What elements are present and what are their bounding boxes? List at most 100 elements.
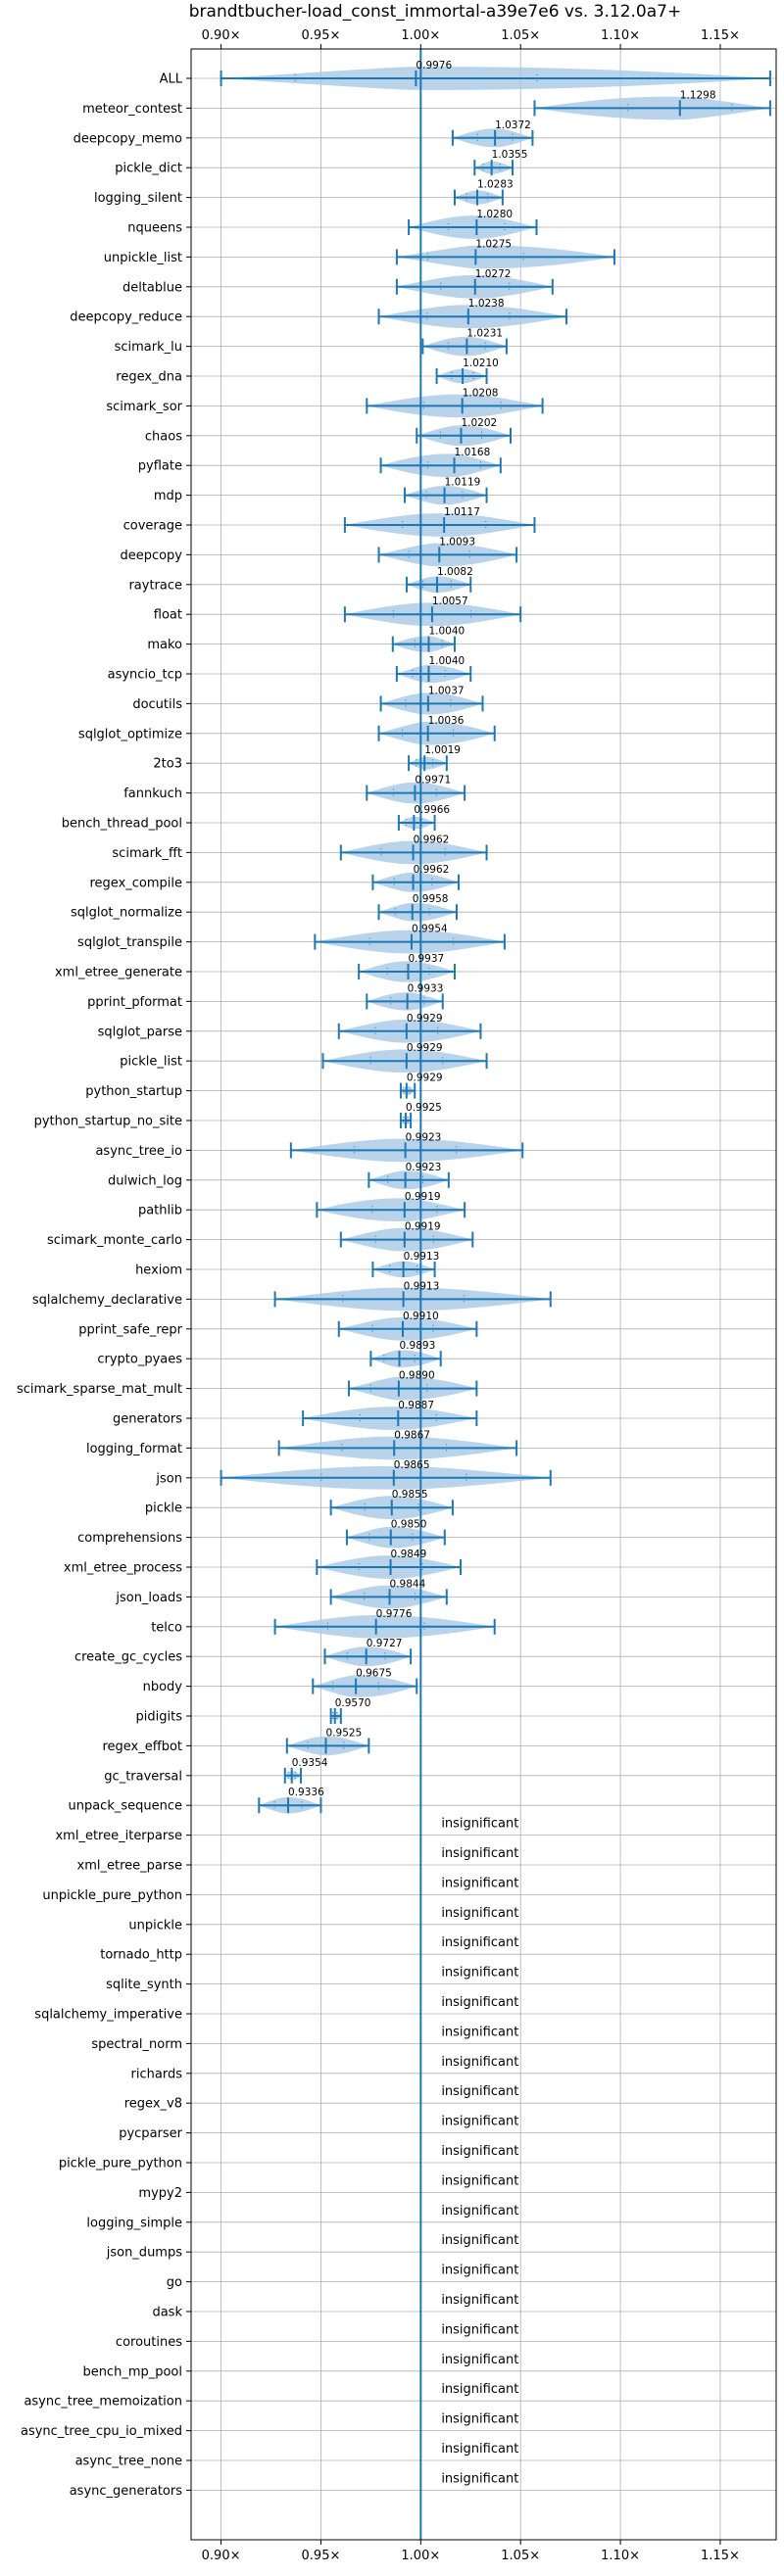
benchmark-name: async_tree_io — [95, 1144, 182, 1159]
x-tick-label-top: 0.95× — [302, 28, 341, 43]
labels: 0.9976 1.1298 1.0372 1.0355 1.0283 1.0280 1.02… — [288, 60, 716, 2486]
benchmark-name: pyflate — [138, 459, 182, 474]
mean-value-label: 1.0037 — [428, 685, 465, 696]
benchmark-name: xml_etree_iterparse — [55, 1829, 182, 1843]
mean-value-label: 1.0210 — [463, 358, 499, 369]
plot-frame — [190, 48, 777, 2541]
mean-value-label: 0.9776 — [376, 1608, 413, 1620]
mean-value-label: 0.9919 — [405, 1221, 441, 1233]
x-tick-label-top: 1.15× — [701, 28, 740, 43]
benchmark-name: telco — [151, 1620, 182, 1635]
benchmark-name: regex_compile — [89, 876, 182, 890]
mean-value-label: 0.9919 — [405, 1191, 441, 1203]
insignificant-label: insignificant — [441, 1817, 518, 1832]
benchmark-name: mako — [147, 638, 182, 652]
insignificant-label: insignificant — [441, 2442, 518, 2457]
benchmark-name: asyncio_tcp — [108, 668, 182, 683]
mean-value-label: 0.9962 — [414, 834, 450, 845]
mean-value-label: 0.9893 — [400, 1340, 436, 1352]
mean-value-label: 1.0093 — [439, 536, 475, 548]
benchmark-name: pycparser — [119, 2126, 182, 2141]
benchmark-name: xml_etree_process — [64, 1561, 182, 1576]
insignificant-label: insignificant — [441, 2322, 518, 2337]
benchmark-name: coroutines — [116, 2335, 182, 2350]
insignificant-label: insignificant — [441, 2204, 518, 2218]
mean-value-label: 0.9849 — [391, 1549, 427, 1560]
mean-value-label: 1.0372 — [495, 119, 531, 131]
benchmark-name: tornado_http — [100, 1948, 182, 1963]
benchmark-name: scimark_sor — [106, 400, 182, 414]
insignificant-label: insignificant — [441, 1966, 518, 1980]
benchmark-name: pathlib — [138, 1204, 182, 1218]
mean-value-label: 0.9929 — [407, 1073, 443, 1084]
mean-value-label: 1.0117 — [444, 506, 480, 518]
benchmark-name: sqlalchemy_declarative — [32, 1293, 182, 1308]
benchmark-name: coverage — [123, 519, 182, 534]
benchmark-name: json — [155, 1471, 182, 1486]
insignificant-label: insignificant — [441, 2412, 518, 2427]
benchmark-name: pidigits — [136, 1710, 183, 1725]
benchmark-name: hexiom — [135, 1264, 182, 1278]
benchmark-name: json_dumps — [106, 2246, 182, 2261]
insignificant-label: insignificant — [441, 2115, 518, 2129]
insignificant-label: insignificant — [441, 2353, 518, 2367]
mean-value-label: 0.9958 — [413, 893, 449, 905]
mean-value-label: 0.9923 — [406, 1162, 442, 1173]
mean-value-label: 1.0272 — [475, 268, 512, 280]
mean-value-label: 0.9336 — [288, 1787, 324, 1798]
mean-value-label: 1.0040 — [428, 655, 465, 667]
insignificant-label: insignificant — [441, 2144, 518, 2159]
insignificant-label: insignificant — [441, 1846, 518, 1861]
benchmark-name: generators — [113, 1412, 182, 1427]
benchmark-name: regex_dna — [116, 370, 182, 385]
benchmark-name: scimark_fft — [112, 846, 182, 861]
x-tick-label-bottom: 0.90× — [202, 2549, 241, 2563]
benchmark-name: logging_silent — [94, 191, 182, 206]
axis-ticks: 0.90× 0.90× 0.95× 0.95× 1.00× 1.00× 1.05× 1.05×… — [17, 28, 740, 2563]
x-tick-label-bottom: 1.00× — [401, 2549, 440, 2563]
mean-value-label: 1.0057 — [432, 596, 468, 607]
benchmark-name: async_generators — [70, 2484, 183, 2499]
benchmark-name: bench_mp_pool — [82, 2364, 182, 2379]
benchmark-name: pickle — [145, 1502, 182, 1516]
mean-value-label: 0.9929 — [407, 1042, 443, 1054]
mean-value-label: 1.0231 — [466, 328, 503, 340]
chart-title: brandtbucher-load_const_immortal-a39e7e6… — [189, 2, 681, 22]
benchmark-name: pprint_safe_repr — [78, 1322, 182, 1337]
benchmark-name: unpickle — [128, 1918, 182, 1932]
insignificant-label: insignificant — [441, 2055, 518, 2070]
benchmark-name: go — [167, 2275, 182, 2290]
benchmark-name: create_gc_cycles — [74, 1650, 182, 1665]
benchmark-name: nbody — [143, 1680, 183, 1694]
benchmark-name: regex_v8 — [124, 2097, 182, 2112]
benchmark-name: comprehensions — [77, 1531, 182, 1546]
benchmark-name: scimark_monte_carlo — [47, 1233, 182, 1248]
benchmark-name: nqueens — [127, 221, 182, 236]
benchmark-name: pprint_pformat — [87, 995, 182, 1010]
x-tick-label-bottom: 0.95× — [302, 2549, 341, 2563]
mean-value-label: 1.0082 — [437, 566, 473, 578]
mean-value-label: 1.0202 — [461, 417, 497, 429]
insignificant-label: insignificant — [441, 2471, 518, 2486]
benchmark-name: gc_traversal — [104, 1769, 182, 1784]
benchmark-name: logging_simple — [86, 2216, 182, 2230]
benchmark-name: mypy2 — [138, 2186, 182, 2201]
mean-value-label: 0.9923 — [406, 1131, 442, 1143]
benchmark-name: meteor_contest — [82, 102, 182, 117]
benchmark-name: sqlglot_normalize — [71, 906, 182, 921]
benchmark-name: async_tree_memoization — [24, 2395, 182, 2409]
benchmark-name: async_tree_none — [75, 2455, 182, 2469]
benchmark-name: ALL — [160, 72, 183, 87]
mean-value-label: 0.9925 — [406, 1102, 442, 1114]
x-tick-label-bottom: 1.15× — [701, 2549, 740, 2563]
benchmark-name: unpickle_list — [104, 251, 182, 265]
x-tick-label-top: 1.00× — [401, 28, 440, 43]
benchmark-name: docutils — [132, 697, 182, 712]
insignificant-label: insignificant — [441, 2025, 518, 2039]
benchmark-name: deepcopy_memo — [74, 131, 182, 146]
x-tick-label-bottom: 1.10× — [601, 2549, 640, 2563]
x-tick-label-top: 0.90× — [202, 28, 241, 43]
benchmark-name: bench_thread_pool — [62, 817, 182, 832]
mean-value-label: 0.9865 — [394, 1459, 430, 1471]
insignificant-label: insignificant — [441, 2264, 518, 2278]
